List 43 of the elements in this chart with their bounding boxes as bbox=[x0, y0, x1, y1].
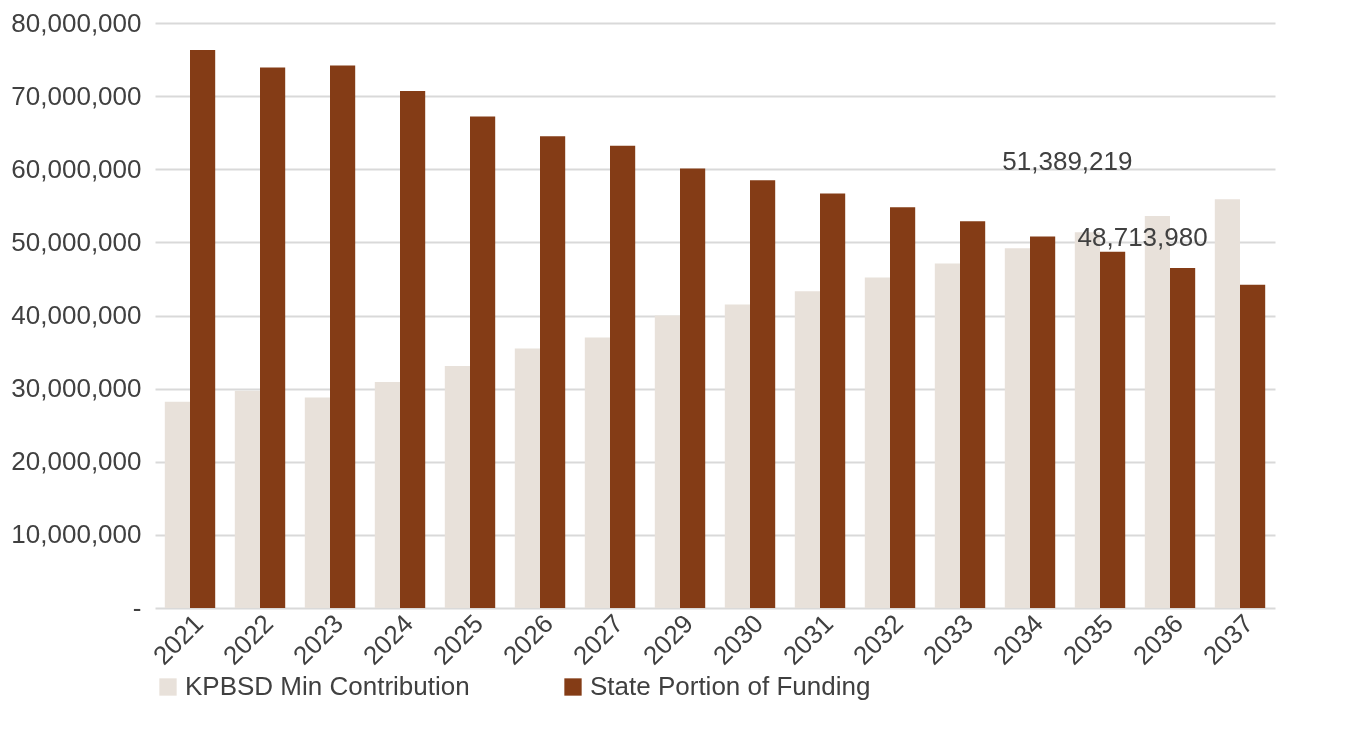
bar bbox=[304, 397, 330, 608]
bar bbox=[400, 91, 426, 608]
bar bbox=[1240, 284, 1266, 608]
y-tick-label: 80,000,000 bbox=[11, 7, 142, 38]
y-tick-label: 60,000,000 bbox=[11, 153, 142, 184]
bar bbox=[374, 382, 400, 608]
y-tick-label: 30,000,000 bbox=[11, 373, 142, 404]
bar bbox=[234, 390, 260, 608]
data-label: 51,389,219 bbox=[1002, 146, 1133, 177]
bar bbox=[330, 65, 356, 608]
bar bbox=[610, 145, 636, 608]
bar bbox=[1030, 236, 1056, 608]
bar bbox=[514, 348, 540, 608]
y-tick-label: - bbox=[132, 592, 142, 623]
y-tick-label: 10,000,000 bbox=[11, 519, 142, 550]
bar bbox=[260, 67, 286, 608]
bar bbox=[584, 337, 610, 608]
legend-label: State Portion of Funding bbox=[590, 671, 871, 701]
bar bbox=[1170, 267, 1196, 608]
y-tick-label: 70,000,000 bbox=[11, 80, 142, 111]
y-tick-label: 50,000,000 bbox=[11, 226, 142, 257]
bar bbox=[654, 315, 680, 608]
legend-label: KPBSD Min Contribution bbox=[185, 671, 470, 701]
bar bbox=[190, 50, 216, 608]
bar bbox=[470, 116, 496, 608]
bar bbox=[724, 304, 750, 608]
bar bbox=[540, 136, 566, 608]
bar bbox=[820, 193, 846, 608]
bar bbox=[794, 291, 820, 608]
bar bbox=[1214, 199, 1240, 608]
y-tick-label: 20,000,000 bbox=[11, 446, 142, 477]
bar bbox=[890, 207, 916, 608]
bar bbox=[934, 263, 960, 608]
bar bbox=[1004, 248, 1030, 608]
bar bbox=[680, 168, 706, 608]
y-tick-label: 40,000,000 bbox=[11, 300, 142, 330]
bar bbox=[960, 221, 986, 608]
bar bbox=[1100, 251, 1126, 608]
bar bbox=[444, 365, 470, 608]
bar bbox=[864, 277, 890, 608]
bar bbox=[164, 401, 190, 608]
data-label: 48,713,980 bbox=[1077, 221, 1208, 252]
bar bbox=[750, 180, 776, 608]
